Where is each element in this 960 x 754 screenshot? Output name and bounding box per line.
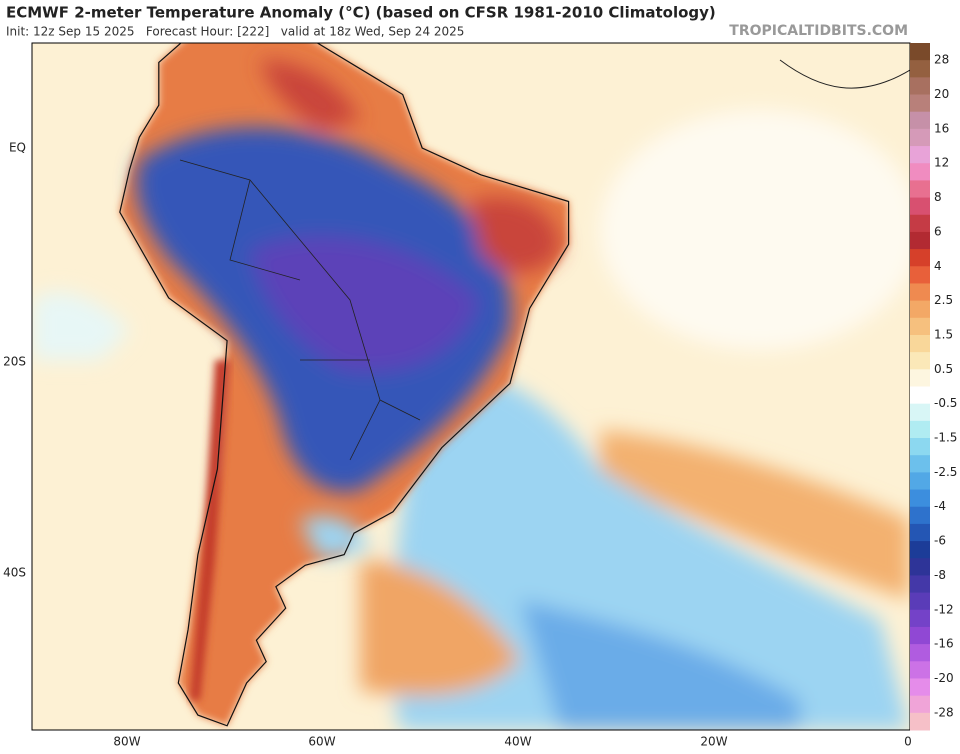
colorbar-swatch [910, 163, 930, 181]
colorbar-label: 6 [934, 224, 942, 238]
watermark: TROPICALTIDBITS.COM [729, 23, 908, 39]
colorbar-swatch [910, 94, 930, 113]
colorbar-swatch [910, 472, 930, 491]
colorbar-label: 8 [934, 190, 942, 204]
colorbar-swatch [910, 489, 930, 508]
colorbar-label: 28 [934, 53, 949, 67]
colorbar-label: -6 [934, 534, 946, 548]
colorbar-swatch [910, 592, 930, 611]
colorbar-label: -0.5 [934, 396, 957, 410]
colorbar-swatch [910, 317, 930, 336]
colorbar-swatch [910, 644, 930, 662]
colorbar-swatch [910, 695, 930, 714]
lon-label: 80W [113, 735, 140, 749]
colorbar-swatch [910, 369, 930, 387]
lon-label: 40W [504, 735, 531, 749]
lon-label: 0 [904, 735, 912, 749]
colorbar-swatch [910, 111, 930, 130]
colorbar-swatch [910, 43, 930, 61]
title: ECMWF 2-meter Temperature Anomaly (°C) (… [6, 4, 716, 22]
colorbar-swatch [910, 403, 930, 422]
colorbar-swatch [910, 609, 930, 628]
lat-label: EQ [9, 141, 26, 155]
colorbar-label: -20 [934, 671, 954, 685]
colorbar-label: 1.5 [934, 327, 953, 341]
colorbar-label: 20 [934, 87, 949, 101]
colorbar-swatch [910, 334, 930, 353]
colorbar-swatch [910, 249, 930, 267]
colorbar-swatch [910, 60, 930, 78]
colorbar-swatch [910, 678, 930, 697]
colorbar-swatch [910, 77, 930, 96]
colorbar-label: 0.5 [934, 362, 953, 376]
lon-label: 60W [308, 735, 335, 749]
colorbar-swatch [910, 214, 930, 233]
colorbar-label: -1.5 [934, 431, 957, 445]
colorbar-label: -4 [934, 499, 946, 513]
colorbar-swatch [910, 266, 930, 284]
colorbar-swatch [910, 146, 930, 164]
colorbar-swatch [910, 128, 930, 147]
colorbar-swatch [910, 180, 930, 199]
colorbar-label: -28 [934, 705, 954, 719]
colorbar-swatch [910, 575, 930, 594]
colorbar-swatch [910, 558, 930, 576]
map [32, 43, 910, 730]
colorbar-swatch [910, 541, 930, 559]
colorbar-swatch [910, 438, 930, 456]
colorbar-label: -12 [934, 602, 954, 616]
colorbar-label: -2.5 [934, 465, 957, 479]
colorbar-swatch [910, 197, 930, 216]
colorbar-swatch [910, 506, 930, 525]
colorbar-swatch [910, 455, 930, 473]
colorbar-swatch [910, 386, 930, 405]
colorbar-label: 2.5 [934, 293, 953, 307]
colorbar-label: 16 [934, 121, 949, 135]
lon-label: 20W [700, 735, 727, 749]
colorbar-label: 4 [934, 259, 942, 273]
colorbar-label: -8 [934, 568, 946, 582]
colorbar-swatch [910, 352, 930, 370]
colorbar-swatch [910, 231, 930, 250]
lat-label: 20S [3, 355, 26, 369]
colorbar-swatch [910, 420, 930, 439]
colorbar-swatch [910, 283, 930, 302]
colorbar-swatch [910, 626, 930, 645]
colorbar-swatch [910, 712, 930, 731]
colorbar-swatch [910, 523, 930, 542]
colorbar-swatch [910, 300, 930, 319]
lat-label: 40S [3, 566, 26, 580]
colorbar-label: 12 [934, 156, 949, 170]
colorbar-label: -16 [934, 637, 954, 651]
colorbar-swatch [910, 661, 930, 679]
subtitle: Init: 12z Sep 15 2025 Forecast Hour: [22… [6, 25, 464, 39]
